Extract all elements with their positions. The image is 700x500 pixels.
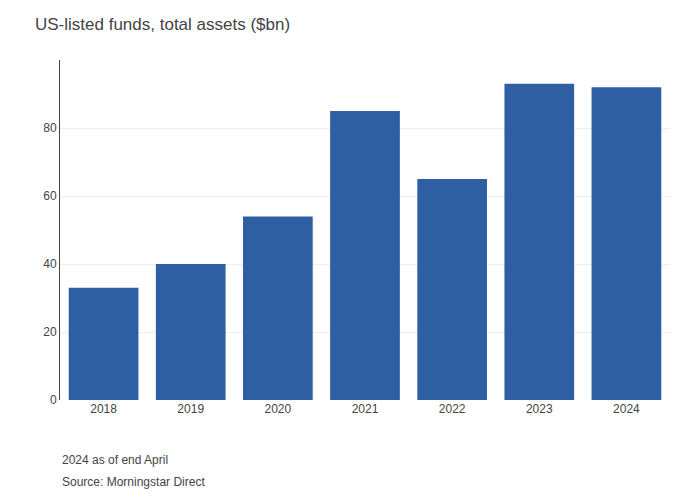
svg-text:20: 20 (43, 325, 57, 339)
svg-text:40: 40 (43, 257, 57, 271)
svg-text:60: 60 (43, 189, 57, 203)
svg-text:Source: Morningstar Direct: Source: Morningstar Direct (62, 475, 205, 489)
svg-text:2021: 2021 (352, 402, 379, 416)
svg-text:80: 80 (43, 121, 57, 135)
svg-text:2018: 2018 (90, 402, 117, 416)
svg-text:0: 0 (50, 393, 57, 407)
svg-text:2024 as of end April: 2024 as of end April (62, 453, 168, 467)
svg-text:2022: 2022 (439, 402, 466, 416)
svg-text:US-listed funds, total assets: US-listed funds, total assets ($bn) (35, 15, 290, 34)
svg-text:2024: 2024 (613, 402, 640, 416)
svg-text:2019: 2019 (177, 402, 204, 416)
svg-text:2023: 2023 (526, 402, 553, 416)
svg-text:2020: 2020 (265, 402, 292, 416)
